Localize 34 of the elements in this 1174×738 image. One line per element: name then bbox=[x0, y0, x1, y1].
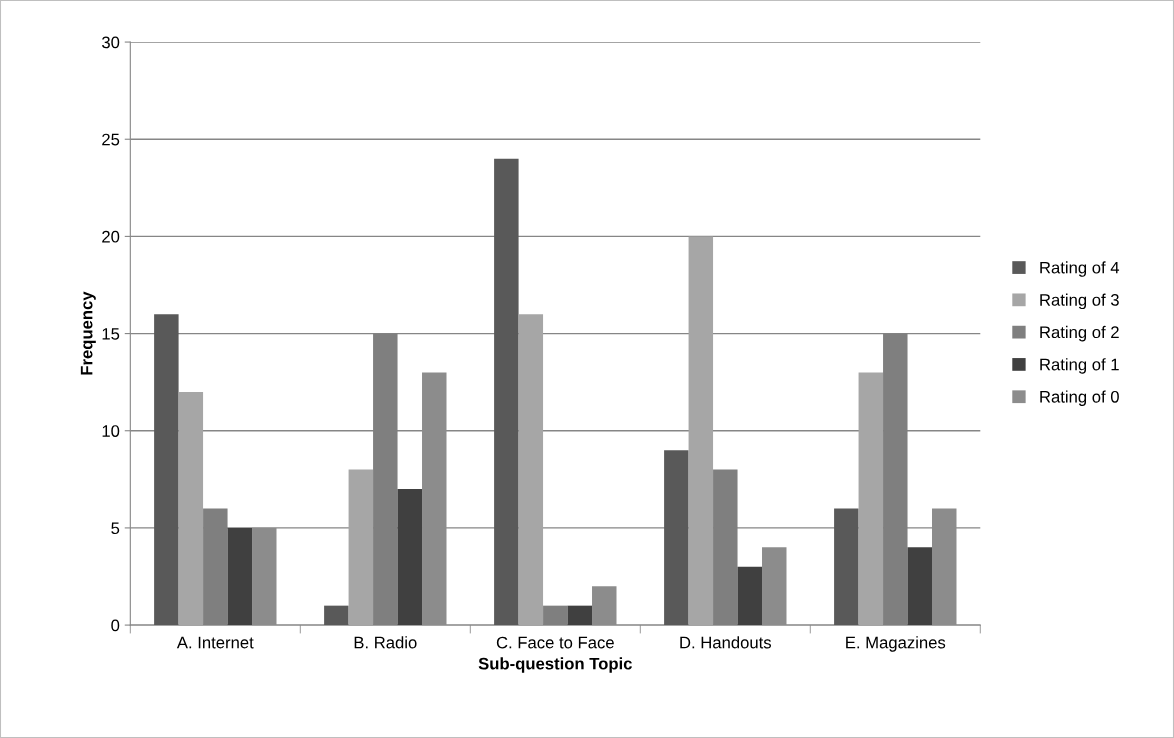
bar bbox=[664, 450, 689, 626]
bar bbox=[348, 469, 374, 626]
x-tick-label: C. Face to Face bbox=[496, 636, 614, 649]
legend-label: Rating of 4 bbox=[1040, 261, 1120, 277]
bar bbox=[737, 566, 763, 626]
x-axis-title: Sub-question Topic bbox=[478, 657, 632, 673]
bar bbox=[834, 508, 859, 626]
bar bbox=[227, 527, 253, 626]
bar bbox=[858, 372, 884, 626]
y-tick-label: 0 bbox=[111, 619, 120, 632]
bar bbox=[567, 605, 593, 626]
bar bbox=[397, 489, 423, 626]
x-tick-label: E. Magazines bbox=[846, 636, 946, 652]
legend-label: Rating of 2 bbox=[1040, 325, 1119, 342]
y-tick-label: 5 bbox=[111, 522, 120, 535]
y-tick-label: 25 bbox=[102, 133, 120, 146]
y-tick-label: 20 bbox=[102, 230, 120, 243]
x-tick-label: A. Internet bbox=[176, 636, 254, 649]
y-tick-label: 30 bbox=[102, 36, 120, 49]
legend-label: Rating of 1 bbox=[1040, 358, 1119, 374]
y-axis-title: Frequency bbox=[80, 291, 96, 375]
bar bbox=[688, 236, 714, 626]
bar bbox=[178, 391, 204, 626]
legend-label: Rating of 3 bbox=[1040, 293, 1119, 310]
y-tick-label: 15 bbox=[102, 328, 120, 340]
x-tick-label: B. Radio bbox=[354, 636, 417, 649]
bar bbox=[324, 605, 349, 626]
x-tick-label: D. Handouts bbox=[680, 636, 772, 649]
bar bbox=[154, 314, 179, 626]
y-tick-label: 10 bbox=[102, 425, 120, 437]
legend-label: Rating of 0 bbox=[1040, 390, 1119, 406]
bar bbox=[518, 314, 544, 626]
bar bbox=[494, 158, 519, 626]
bar bbox=[907, 547, 933, 626]
